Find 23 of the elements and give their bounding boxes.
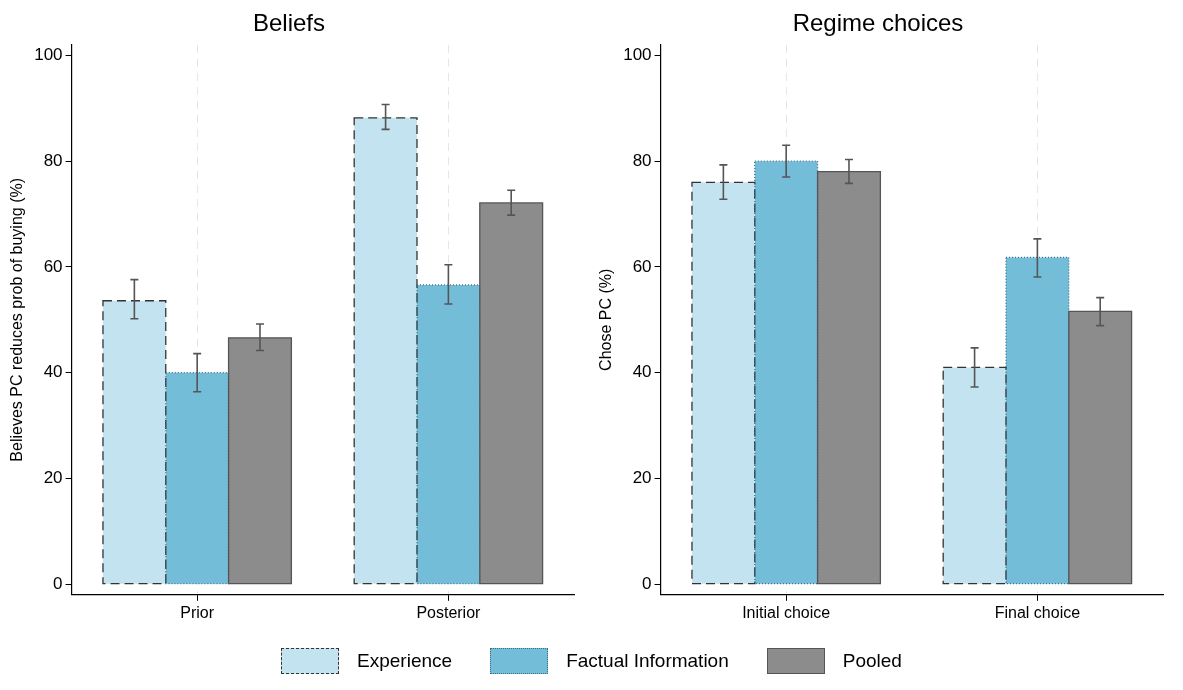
y-tick-label: 80 <box>43 150 63 170</box>
legend-label: Pooled <box>842 650 902 672</box>
y-tick-label: 0 <box>642 573 652 593</box>
y-tick-label: 0 <box>53 573 63 593</box>
chart-title: Beliefs <box>252 9 326 37</box>
legend-label: Factual Information <box>566 650 729 672</box>
x-tick-label: Prior <box>180 603 215 621</box>
y-tick-label: 100 <box>34 45 63 65</box>
y-tick-label: 40 <box>632 362 652 382</box>
y-tick-label: 20 <box>632 468 652 488</box>
x-tick-label: Final choice <box>994 603 1081 621</box>
legend-label: Experience <box>357 650 453 672</box>
y-tick-label: 20 <box>43 468 63 488</box>
y-axis-title: Chose PC (%) <box>597 268 615 371</box>
y-tick-label: 100 <box>623 45 652 65</box>
x-tick-label: Posterior <box>416 603 482 621</box>
y-tick-label: 40 <box>43 362 63 382</box>
x-tick-label: Initial choice <box>742 603 831 621</box>
chart-title: Regime choices <box>792 9 964 37</box>
y-tick-label: 60 <box>43 256 63 276</box>
y-tick-label: 80 <box>632 150 652 170</box>
y-axis-title: Believes PC reduces prob of buying (%) <box>8 177 26 462</box>
y-tick-label: 60 <box>632 256 652 276</box>
